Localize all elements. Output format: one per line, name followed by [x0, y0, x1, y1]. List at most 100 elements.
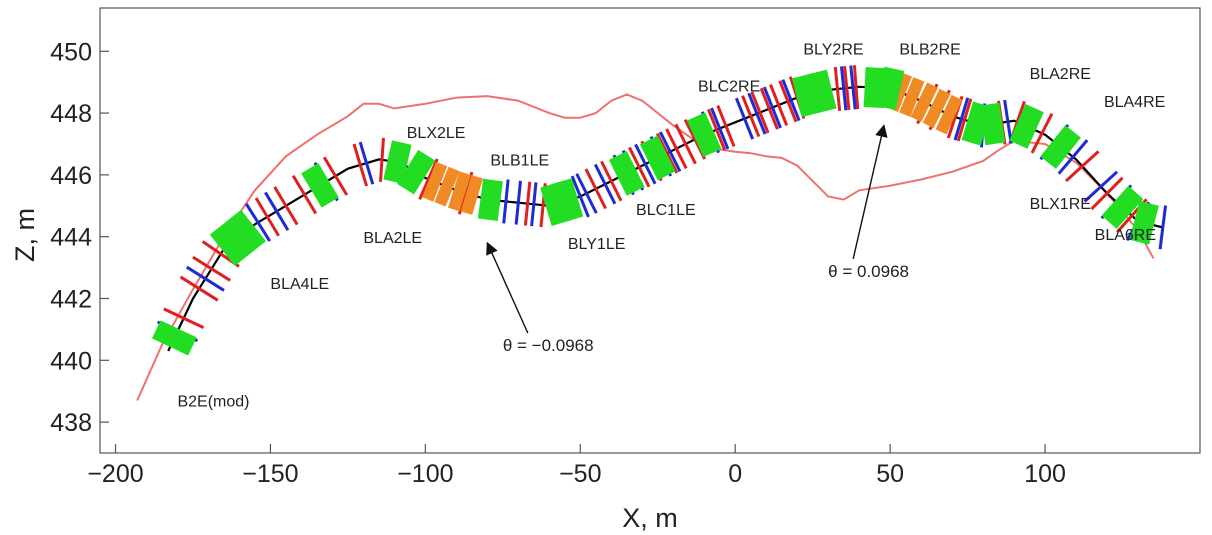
dipole-green: [301, 163, 339, 208]
quadrupole-blue: [634, 143, 657, 185]
quadrupole-red: [254, 197, 280, 237]
quadrupole-blue: [734, 97, 755, 140]
quadrupole-blue: [1057, 139, 1089, 175]
quadrupole-blue: [849, 65, 857, 110]
element-label: BLA4LE: [270, 276, 329, 293]
x-tick-label: 0: [728, 460, 742, 488]
envelope-curve: [136, 93, 1155, 401]
quadrupole-red: [291, 175, 318, 215]
element-label: B2E(mod): [177, 394, 249, 411]
quadrupole-red: [378, 137, 385, 182]
element-label: BLA6RE: [1095, 227, 1156, 244]
quadrupole-red: [956, 98, 973, 142]
dipole-green: [477, 178, 503, 222]
quadrupole-red: [843, 66, 851, 111]
dipole-green: [397, 149, 436, 195]
dipole-orange: [434, 166, 460, 207]
dipole-green: [552, 178, 584, 223]
element-label: BLC2RE: [698, 78, 760, 95]
quadrupole-blue: [185, 265, 225, 292]
quadrupole-red: [628, 146, 651, 188]
dipole-green: [225, 209, 266, 254]
x-tick-label: 50: [876, 460, 904, 488]
quadrupole-red: [273, 186, 299, 226]
quadrupole-red: [179, 275, 219, 302]
element-label: BLY1LE: [568, 236, 626, 253]
theta-arrow: [486, 241, 529, 334]
element-label: BLC1LE: [636, 202, 696, 219]
dipole-green: [979, 102, 1006, 146]
y-tick-label: 442: [50, 285, 92, 313]
x-tick-label: 100: [1024, 460, 1066, 488]
axis-ticks: −200 −150 −100 −50 0 50 100 438 440 442 444 446 448 4…: [50, 38, 1066, 488]
dipole-green: [875, 66, 905, 111]
quadrupole-red: [523, 181, 532, 226]
quadrupole-red: [665, 128, 688, 169]
dipole-green: [608, 150, 645, 196]
quadrupole-blue: [762, 86, 782, 129]
y-tick-label: 438: [50, 409, 92, 437]
quadrupole-red: [716, 105, 736, 148]
quadrupole-red: [600, 160, 623, 202]
dipole-green: [1009, 104, 1044, 149]
quadrupole-blue: [264, 191, 290, 231]
dipole-green: [209, 222, 251, 266]
dipole-orange: [910, 82, 938, 122]
dipole-green: [152, 320, 197, 356]
annotation-layer: θ = −0.0968 θ = 0.0968: [486, 124, 909, 355]
dipole-green: [807, 69, 837, 114]
quadrupole-red: [778, 80, 798, 123]
quadrupole-red: [322, 156, 349, 196]
dipole-green: [686, 112, 722, 158]
x-tick-label: −200: [87, 460, 143, 488]
quadrupole-blue: [575, 173, 598, 214]
quadrupole-red: [707, 108, 727, 151]
plot-frame: [99, 7, 1201, 454]
dipole-orange: [422, 161, 448, 202]
element-label: BLY2RE: [803, 41, 863, 58]
quadrupole-red: [1090, 176, 1124, 211]
quadrupole-blue: [593, 163, 617, 205]
y-tick-label: 444: [50, 224, 92, 252]
x-tick-label: −50: [559, 460, 601, 488]
element-label: BLA2RE: [1030, 66, 1091, 83]
quadrupole-blue: [244, 203, 272, 242]
theta-arrow: [852, 124, 888, 260]
element-label: BLX2LE: [407, 125, 466, 142]
quadrupole-blue: [514, 180, 522, 225]
quadrupole-blue: [658, 131, 682, 173]
dipole-orange: [922, 88, 951, 129]
dipole-orange: [935, 94, 963, 135]
theta-label: θ = −0.0968: [503, 336, 594, 355]
quadrupole-red: [163, 307, 205, 329]
quadrupole-blue: [358, 141, 375, 185]
dipole-orange: [899, 77, 925, 117]
element-label: BLX1RE: [1030, 196, 1091, 213]
element-label-layer: B2E(mod) BLA4LE BLA2LE BLX2LE BLB1LE BLY1LE BL…: [177, 41, 1165, 410]
dipole-orange: [448, 171, 471, 212]
quadrupole-red: [769, 84, 789, 127]
y-axis-title: Z, m: [10, 208, 40, 262]
quadrupole-red: [674, 123, 697, 165]
dipole-green: [1101, 185, 1144, 229]
quadrupole-red: [584, 168, 607, 210]
envelope-layer: [136, 93, 1155, 401]
quadrupole-red: [833, 66, 842, 112]
y-tick-label: 450: [50, 38, 92, 66]
theta-label: θ = 0.0968: [828, 262, 909, 281]
element-label: BLA4RE: [1104, 94, 1165, 111]
dipole-green: [1040, 125, 1081, 169]
quadrupole-blue: [1083, 170, 1119, 203]
quadrupole-blue: [1158, 205, 1168, 250]
dipole-green: [1129, 200, 1159, 245]
quadrupole-blue: [953, 97, 970, 141]
quadrupole-blue: [1003, 99, 1013, 144]
y-tick-label: 440: [50, 347, 92, 375]
element-label: BLA2LE: [363, 230, 422, 247]
element-label: BLB2RE: [899, 41, 960, 58]
quadrupole-blue: [747, 92, 767, 135]
quadrupole-red: [192, 255, 231, 282]
quadrupole-blue: [781, 79, 801, 122]
x-tick-label: −100: [397, 460, 453, 488]
y-tick-label: 446: [50, 162, 92, 190]
